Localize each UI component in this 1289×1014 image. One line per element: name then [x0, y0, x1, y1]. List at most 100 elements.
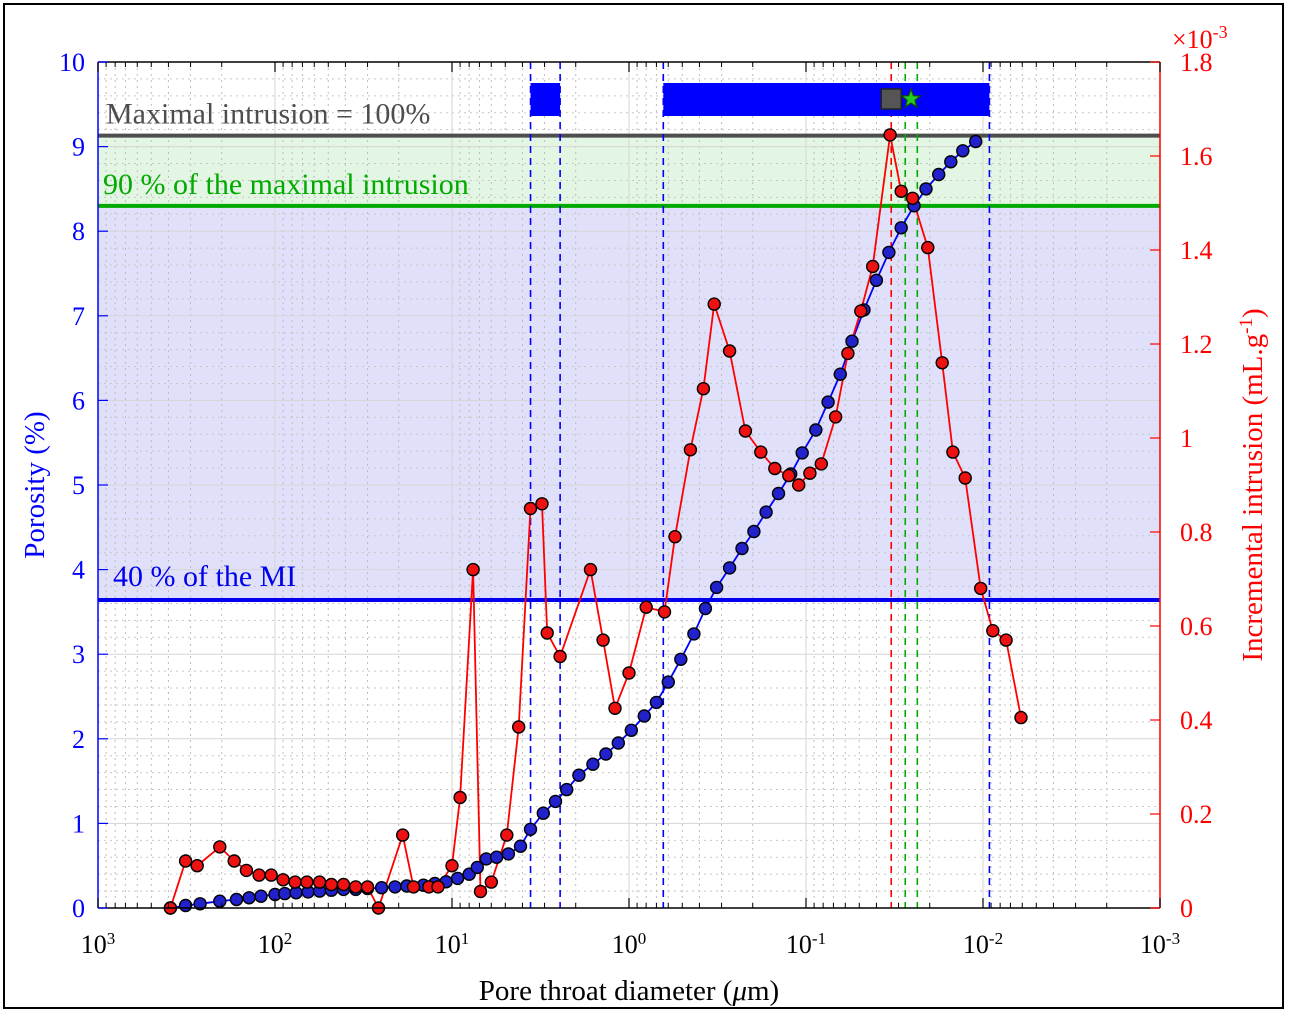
data-point-incremental [841, 346, 855, 361]
data-point-porosity [969, 134, 983, 149]
data-point-incremental [754, 445, 768, 459]
y-right-tick-label: 0 [1180, 894, 1193, 923]
data-point-porosity [523, 822, 538, 836]
data-point-incremental [946, 445, 960, 459]
data-point-incremental [999, 633, 1013, 647]
data-point-incremental [227, 854, 241, 868]
data-point-incremental [707, 297, 721, 311]
y-left-tick-label: 4 [72, 556, 85, 585]
data-point-porosity [956, 144, 970, 158]
data-point-porosity [882, 245, 896, 260]
data-point-incremental [360, 880, 375, 894]
data-point-incremental [288, 875, 302, 889]
x-tick-label-base: 10 [1140, 930, 1166, 959]
data-point-porosity [944, 155, 958, 169]
y-right-tick-label: 1.6 [1180, 142, 1213, 171]
x-axis-title-suffix: m) [747, 975, 779, 1007]
data-point-porosity [536, 806, 550, 820]
y-right-tick-label: 0.6 [1180, 612, 1213, 641]
reference-label-2: 40 % of the MI [113, 560, 296, 593]
x-tick-label: 101 [435, 929, 470, 960]
range-bars [530, 83, 990, 116]
data-point-porosity [833, 367, 847, 381]
data-point-porosity [513, 839, 528, 853]
y-right-tick-label: 1.4 [1180, 236, 1213, 265]
exponent-base: ×10 [1172, 25, 1213, 54]
data-point-porosity [624, 723, 638, 737]
data-point-incremental [252, 868, 266, 882]
data-point-porosity [178, 898, 193, 913]
figure-frame [3, 3, 1284, 1009]
data-point-porosity [722, 561, 737, 575]
data-point-incremental [312, 875, 327, 889]
y-left-tick-label: 2 [72, 725, 85, 754]
data-point-porosity [501, 847, 516, 861]
right-axis-title-exp: -1 [1236, 318, 1257, 334]
range-bar-1 [663, 83, 990, 116]
y-left-tick-label: 6 [72, 386, 85, 415]
data-point-incremental [300, 875, 314, 889]
x-tick-label-exp: -1 [812, 929, 826, 948]
data-point-incremental [190, 859, 204, 873]
data-point-porosity [698, 601, 713, 616]
data-point-incremental [523, 501, 538, 516]
x-tick-label: 102 [258, 929, 293, 960]
x-tick-label: 10-3 [1140, 929, 1180, 960]
x-tick-label-exp: -3 [1166, 929, 1180, 948]
data-point-incremental [782, 468, 796, 483]
data-point-incremental [668, 530, 682, 544]
data-point-porosity [470, 860, 484, 875]
data-point-porosity [278, 886, 292, 901]
y-left-tick-label: 0 [72, 894, 85, 923]
data-point-incremental [535, 497, 549, 511]
y-left-tick-label: 9 [72, 133, 85, 162]
x-tick-label-base: 10 [963, 930, 989, 959]
y-left-tick-label: 3 [72, 640, 85, 669]
data-point-incremental [986, 624, 1000, 638]
data-point-porosity [586, 757, 600, 771]
left-axis-title: Porosity (%) [19, 411, 51, 558]
data-point-incremental [239, 863, 254, 878]
x-tick-label-base: 10 [612, 930, 638, 959]
star-marker [899, 87, 923, 109]
data-point-incremental [683, 443, 698, 457]
ticks: 103 102 101 100 10-1 10-2 10-301234567891000.2… [59, 48, 1213, 959]
data-point-incremental [349, 880, 363, 894]
data-point-incremental [935, 356, 949, 370]
data-point-incremental [883, 128, 897, 142]
y-left-tick-label: 8 [72, 217, 85, 246]
x-tick-label: 100 [612, 929, 647, 960]
x-axis-title: Pore throat diameter (μm) [479, 975, 779, 1007]
x-tick-label: 10-2 [963, 929, 1003, 960]
y-right-tick-label: 1.8 [1180, 48, 1213, 77]
x-tick-label: 103 [81, 929, 116, 960]
y-right-tick-label: 0.4 [1180, 706, 1213, 735]
x-axis-title-mu: μ [731, 975, 747, 1007]
data-point-porosity [759, 505, 773, 519]
data-point-porosity [572, 768, 586, 782]
y-left-tick-label: 7 [72, 302, 85, 331]
data-point-porosity [599, 747, 613, 761]
data-point-incremental [396, 828, 410, 842]
data-point-porosity [771, 486, 786, 501]
data-point-porosity [845, 334, 859, 348]
data-point-porosity [661, 675, 675, 689]
x-tick-label-base: 10 [435, 930, 461, 959]
data-point-incremental [466, 562, 480, 577]
y-right-tick-label: 1 [1180, 424, 1193, 453]
data-point-porosity [193, 897, 207, 911]
data-point-incremental [264, 868, 278, 882]
data-point-incremental [622, 666, 636, 680]
data-point-porosity [869, 273, 884, 287]
data-point-incremental [512, 720, 526, 734]
data-point-incremental [500, 828, 514, 842]
data-point-incremental [608, 701, 622, 715]
data-point-porosity [735, 541, 749, 556]
data-point-incremental [958, 471, 972, 485]
right-axis-title: Incremental intrusion (mL.g-1) [1236, 308, 1270, 661]
data-point-incremental [453, 790, 467, 805]
range-bar-0 [530, 83, 561, 116]
data-point-porosity [821, 395, 835, 409]
data-point-porosity [894, 221, 908, 235]
data-point-porosity [213, 894, 227, 908]
